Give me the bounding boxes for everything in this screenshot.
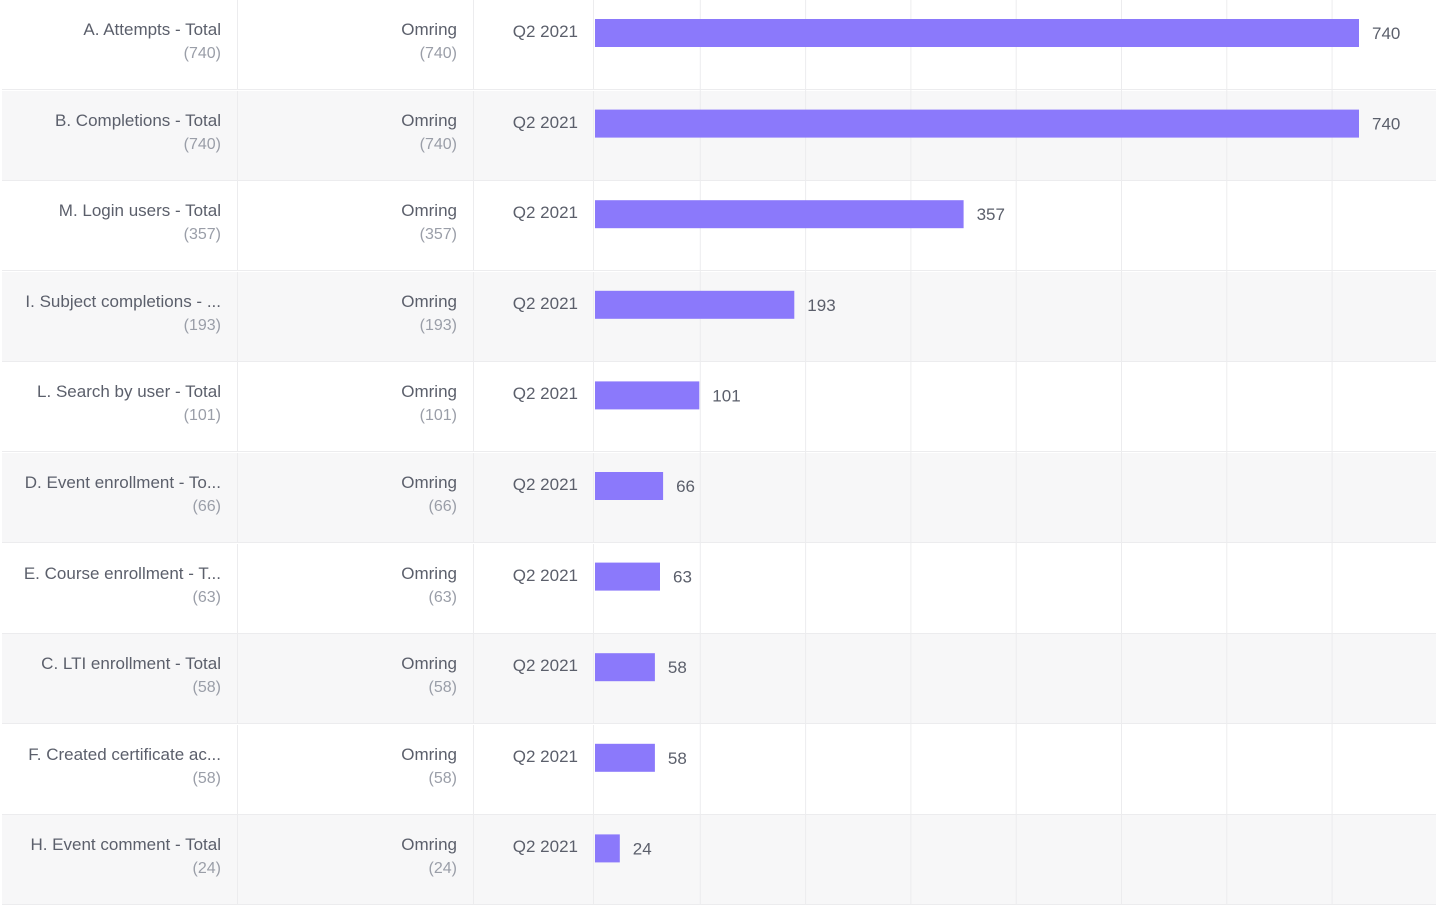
- table-row: F. Created certificate ac... (58) Omring (5…: [2, 724, 1436, 815]
- period-label: Q2 2021: [512, 112, 578, 132]
- segment-cell: Omring (193): [238, 271, 474, 361]
- period-cell: Q2 2021: [474, 453, 594, 542]
- segment-label: Omring: [401, 201, 457, 221]
- period-cell: Q2 2021: [474, 362, 594, 452]
- metric-label: M. Login users - Total: [58, 201, 221, 221]
- segment-count: (66): [428, 498, 457, 515]
- metric-cell: M. Login users - Total (357): [2, 181, 238, 271]
- metric-label: A. Attempts - Total: [83, 20, 221, 39]
- metric-count: (193): [183, 316, 221, 334]
- period-cell: Q2 2021: [474, 90, 594, 180]
- segment-cell: Omring (740): [238, 90, 474, 180]
- segment-cell: Omring (740): [238, 0, 474, 89]
- segment-label: Omring: [401, 291, 457, 311]
- period-label: Q2 2021: [512, 746, 578, 766]
- segment-count: (24): [428, 860, 457, 878]
- segment-label: Omring: [401, 382, 457, 402]
- segment-count: (357): [419, 226, 457, 244]
- metric-count: (357): [183, 226, 221, 244]
- period-label: Q2 2021: [512, 293, 578, 313]
- segment-count: (193): [419, 316, 457, 334]
- period-cell: Q2 2021: [474, 543, 594, 633]
- segment-count: (740): [419, 45, 457, 62]
- table-row: B. Completions - Total (740) Omring (740) Q2…: [2, 90, 1436, 181]
- metric-count: (24): [192, 860, 221, 878]
- period-cell: Q2 2021: [474, 815, 594, 905]
- metric-label: D. Event enrollment - To...: [24, 473, 221, 492]
- period-label: Q2 2021: [512, 22, 578, 41]
- segment-label: Omring: [401, 744, 457, 764]
- period-label: Q2 2021: [512, 656, 578, 676]
- table-row: A. Attempts - Total (740) Omring (740) Q2 20…: [2, 0, 1436, 90]
- period-label: Q2 2021: [512, 837, 578, 857]
- segment-count: (101): [419, 407, 457, 425]
- metric-label: E. Course enrollment - T...: [23, 563, 221, 583]
- segment-count: (63): [428, 588, 457, 606]
- metric-count: (740): [183, 135, 221, 153]
- segment-label: Omring: [401, 473, 457, 492]
- period-cell: Q2 2021: [474, 271, 594, 361]
- period-label: Q2 2021: [512, 565, 578, 585]
- period-cell: Q2 2021: [474, 634, 594, 724]
- metric-label: B. Completions - Total: [55, 110, 221, 130]
- metric-count: (58): [192, 679, 221, 697]
- period-label: Q2 2021: [512, 475, 578, 494]
- metric-cell: D. Event enrollment - To... (66): [2, 453, 238, 542]
- segment-cell: Omring (24): [238, 815, 474, 905]
- metric-label: I. Subject completions - ...: [25, 291, 221, 311]
- metric-cell: C. LTI enrollment - Total (58): [2, 634, 238, 724]
- segment-cell: Omring (101): [238, 362, 474, 452]
- segment-cell: Omring (357): [238, 181, 474, 271]
- segment-label: Omring: [401, 20, 457, 39]
- metric-cell: H. Event comment - Total (24): [2, 815, 238, 905]
- period-cell: Q2 2021: [474, 724, 594, 814]
- segment-cell: Omring (58): [238, 634, 474, 724]
- metric-cell: A. Attempts - Total (740): [2, 0, 238, 89]
- metric-cell: B. Completions - Total (740): [2, 90, 238, 180]
- segment-label: Omring: [401, 563, 457, 583]
- metric-count: (740): [183, 45, 221, 62]
- metric-count: (101): [183, 407, 221, 425]
- metric-label: L. Search by user - Total: [37, 382, 221, 402]
- metric-label: C. LTI enrollment - Total: [41, 654, 221, 674]
- table-row: E. Course enrollment - T... (63) Omring (63…: [2, 543, 1436, 634]
- period-label: Q2 2021: [512, 203, 578, 223]
- metric-cell: F. Created certificate ac... (58): [2, 724, 238, 814]
- metric-cell: L. Search by user - Total (101): [2, 362, 238, 452]
- segment-count: (58): [428, 679, 457, 697]
- table-row: C. LTI enrollment - Total (58) Omring (58) Q…: [2, 634, 1436, 725]
- segment-label: Omring: [401, 654, 457, 674]
- table-row: I. Subject completions - ... (193) Omring (…: [2, 271, 1436, 362]
- metric-label: F. Created certificate ac...: [28, 744, 221, 764]
- table-row: M. Login users - Total (357) Omring (357) Q2…: [2, 181, 1436, 272]
- table-row: H. Event comment - Total (24) Omring (24) Q2…: [2, 815, 1436, 905]
- metric-count: (63): [192, 588, 221, 606]
- segment-cell: Omring (66): [238, 453, 474, 542]
- segment-cell: Omring (58): [238, 724, 474, 814]
- segment-count: (58): [428, 769, 457, 787]
- metric-count: (58): [192, 769, 221, 787]
- segment-count: (740): [419, 135, 457, 153]
- table-row: D. Event enrollment - To... (66) Omring (66…: [2, 453, 1436, 543]
- period-cell: Q2 2021: [474, 0, 594, 89]
- period-label: Q2 2021: [512, 384, 578, 404]
- metric-cell: E. Course enrollment - T... (63): [2, 543, 238, 633]
- metric-cell: I. Subject completions - ... (193): [2, 271, 238, 361]
- segment-label: Omring: [401, 110, 457, 130]
- period-cell: Q2 2021: [474, 181, 594, 271]
- table-row: L. Search by user - Total (101) Omring (101…: [2, 362, 1436, 453]
- segment-label: Omring: [401, 835, 457, 855]
- segment-cell: Omring (63): [238, 543, 474, 633]
- metric-count: (66): [192, 498, 221, 515]
- metric-label: H. Event comment - Total: [30, 835, 221, 855]
